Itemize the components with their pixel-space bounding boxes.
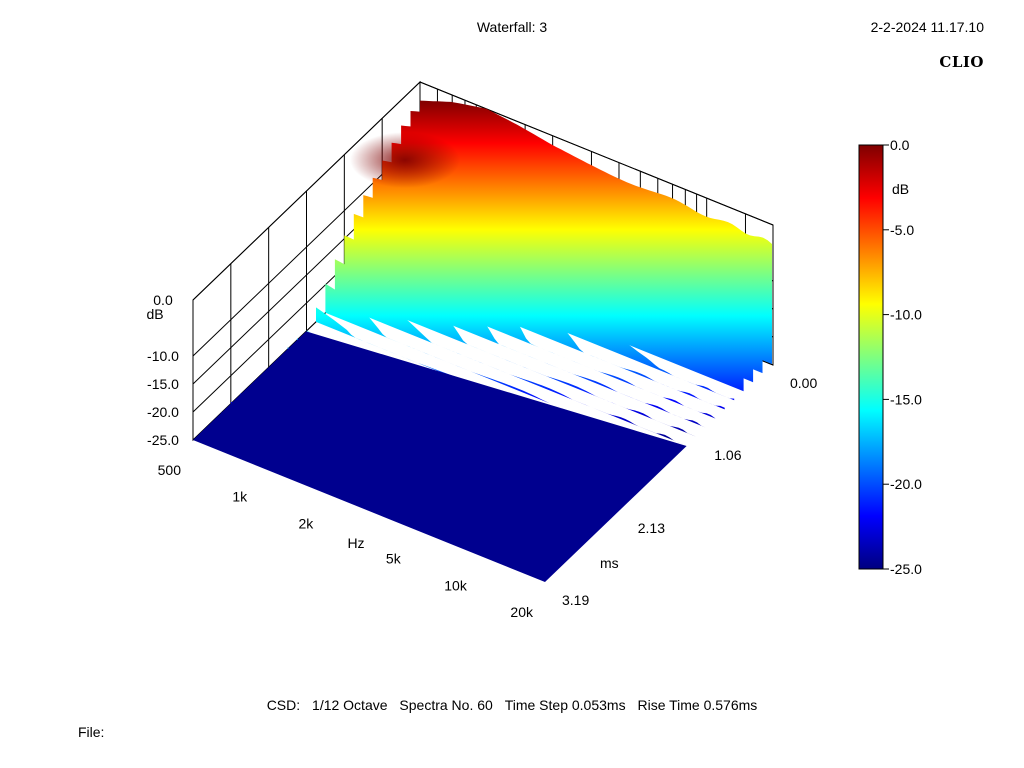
z-axis-label: dB xyxy=(146,306,163,322)
waterfall-slice xyxy=(382,160,735,401)
footer-smoothing: 1/12 Octave xyxy=(312,697,388,713)
floor-plane xyxy=(193,331,687,582)
measurement-datetime: 2-2-2024 11.17.10 xyxy=(870,19,984,35)
time-axis-label: ms xyxy=(600,555,619,571)
x-tick-label: 20k xyxy=(510,604,534,620)
time-tick-label: 0.00 xyxy=(790,375,817,391)
footer-analysis: CSD: xyxy=(266,697,301,713)
waterfall-slice xyxy=(363,195,716,419)
colorbar-tick-label: -10.0 xyxy=(890,307,922,323)
waterfall-slice xyxy=(344,235,697,437)
footer-spectra: Spectra No. 60 xyxy=(399,697,493,713)
footer-info: CSD: 1/12 Octave Spectra No. 60 Time Ste… xyxy=(0,697,1024,713)
colorbar-rect xyxy=(858,144,884,570)
colorbar-tick-label: -25.0 xyxy=(890,561,922,577)
x-tick-label: 5k xyxy=(386,551,402,567)
footer-time-step: Time Step 0.053ms xyxy=(504,697,626,713)
brand-logo: CLIO xyxy=(939,53,984,71)
waterfall-slice xyxy=(353,213,706,428)
footer-rise-time: Rise Time 0.576ms xyxy=(637,697,758,713)
colorbar: 0.0 -5.0 -10.0 -15.0 -20.0 -25.0 dB xyxy=(858,137,922,577)
colorbar-tick-label: -5.0 xyxy=(890,222,914,238)
colorbar-label: dB xyxy=(892,181,909,197)
waterfall-slice xyxy=(372,177,725,410)
colorbar-tick-label: -20.0 xyxy=(890,476,922,492)
z-tick-label: -15.0 xyxy=(147,376,179,392)
time-tick-label: 1.06 xyxy=(714,447,741,463)
peak-highlight xyxy=(350,132,460,188)
left-wall-hline xyxy=(192,81,421,301)
z-tick-label: -10.0 xyxy=(147,348,179,364)
x-tick-label: 1k xyxy=(232,489,248,505)
x-tick-label: 10k xyxy=(444,577,468,593)
x-axis-label: Hz xyxy=(347,535,364,551)
time-tick-label: 3.19 xyxy=(562,592,589,608)
chart-title: Waterfall: 3 xyxy=(476,19,548,35)
colorbar-tick-label: -15.0 xyxy=(890,391,922,407)
z-tick-label: -25.0 xyxy=(147,432,179,448)
time-tick-label: 2.13 xyxy=(638,520,665,536)
colorbar-tick-label: 0.0 xyxy=(890,137,910,153)
axis-labels: 0.0 -10.0 -15.0 -20.0 -25.0 dB 500 1k 2k 5k 10k 20k… xyxy=(146,292,817,620)
z-tick-label: 0.0 xyxy=(153,292,173,308)
waterfall-floor xyxy=(193,331,687,582)
back-wall-hline xyxy=(419,81,774,226)
file-label: File: xyxy=(78,724,105,740)
z-tick-label: -20.0 xyxy=(147,404,179,420)
x-tick-label: 2k xyxy=(298,515,314,531)
x-tick-label: 500 xyxy=(158,462,182,478)
